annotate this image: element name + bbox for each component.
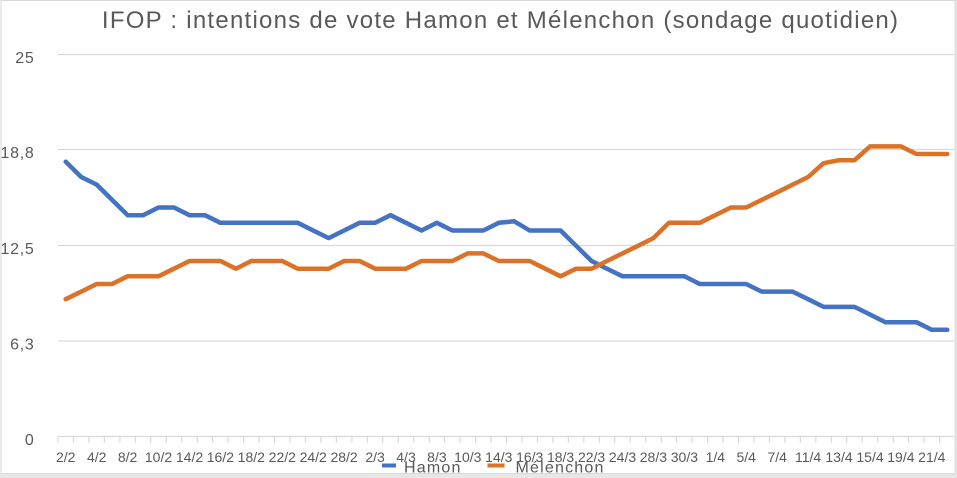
svg-text:Hamon: Hamon [404,460,462,477]
svg-text:11/4: 11/4 [795,449,821,465]
svg-text:10/2: 10/2 [145,449,172,465]
svg-text:22/3: 22/3 [578,449,605,465]
svg-text:4/3: 4/3 [396,449,416,465]
svg-text:25: 25 [15,50,34,67]
svg-text:18,8: 18,8 [1,145,35,162]
svg-text:1/4: 1/4 [706,449,726,465]
svg-text:22/2: 22/2 [269,449,296,465]
svg-text:13/4: 13/4 [825,449,852,465]
svg-text:21/4: 21/4 [918,449,945,465]
svg-text:6,3: 6,3 [10,336,34,353]
svg-text:2/2: 2/2 [56,449,76,465]
svg-text:28/3: 28/3 [640,449,667,465]
svg-text:28/2: 28/2 [330,449,357,465]
svg-text:30/3: 30/3 [671,449,698,465]
svg-text:5/4: 5/4 [736,449,756,465]
svg-text:0: 0 [25,432,35,449]
svg-text:2/3: 2/3 [365,449,385,465]
svg-text:IFOP : intentions de vote Hamo: IFOP : intentions de vote Hamon et Mélen… [102,7,899,34]
svg-text:Mélenchon: Mélenchon [516,460,605,477]
svg-text:8/3: 8/3 [427,449,447,465]
svg-text:16/2: 16/2 [207,449,234,465]
svg-text:15/4: 15/4 [856,449,883,465]
svg-text:24/3: 24/3 [609,449,636,465]
svg-text:7/4: 7/4 [767,449,787,465]
svg-text:16/3: 16/3 [516,449,543,465]
svg-text:18/3: 18/3 [547,449,574,465]
svg-text:14/2: 14/2 [176,449,203,465]
svg-text:24/2: 24/2 [300,449,327,465]
svg-text:4/2: 4/2 [87,449,107,465]
svg-text:8/2: 8/2 [118,449,138,465]
svg-text:18/2: 18/2 [238,449,265,465]
svg-text:10/3: 10/3 [454,449,481,465]
svg-text:19/4: 19/4 [887,449,914,465]
svg-text:14/3: 14/3 [485,449,512,465]
svg-text:12,5: 12,5 [1,241,35,258]
